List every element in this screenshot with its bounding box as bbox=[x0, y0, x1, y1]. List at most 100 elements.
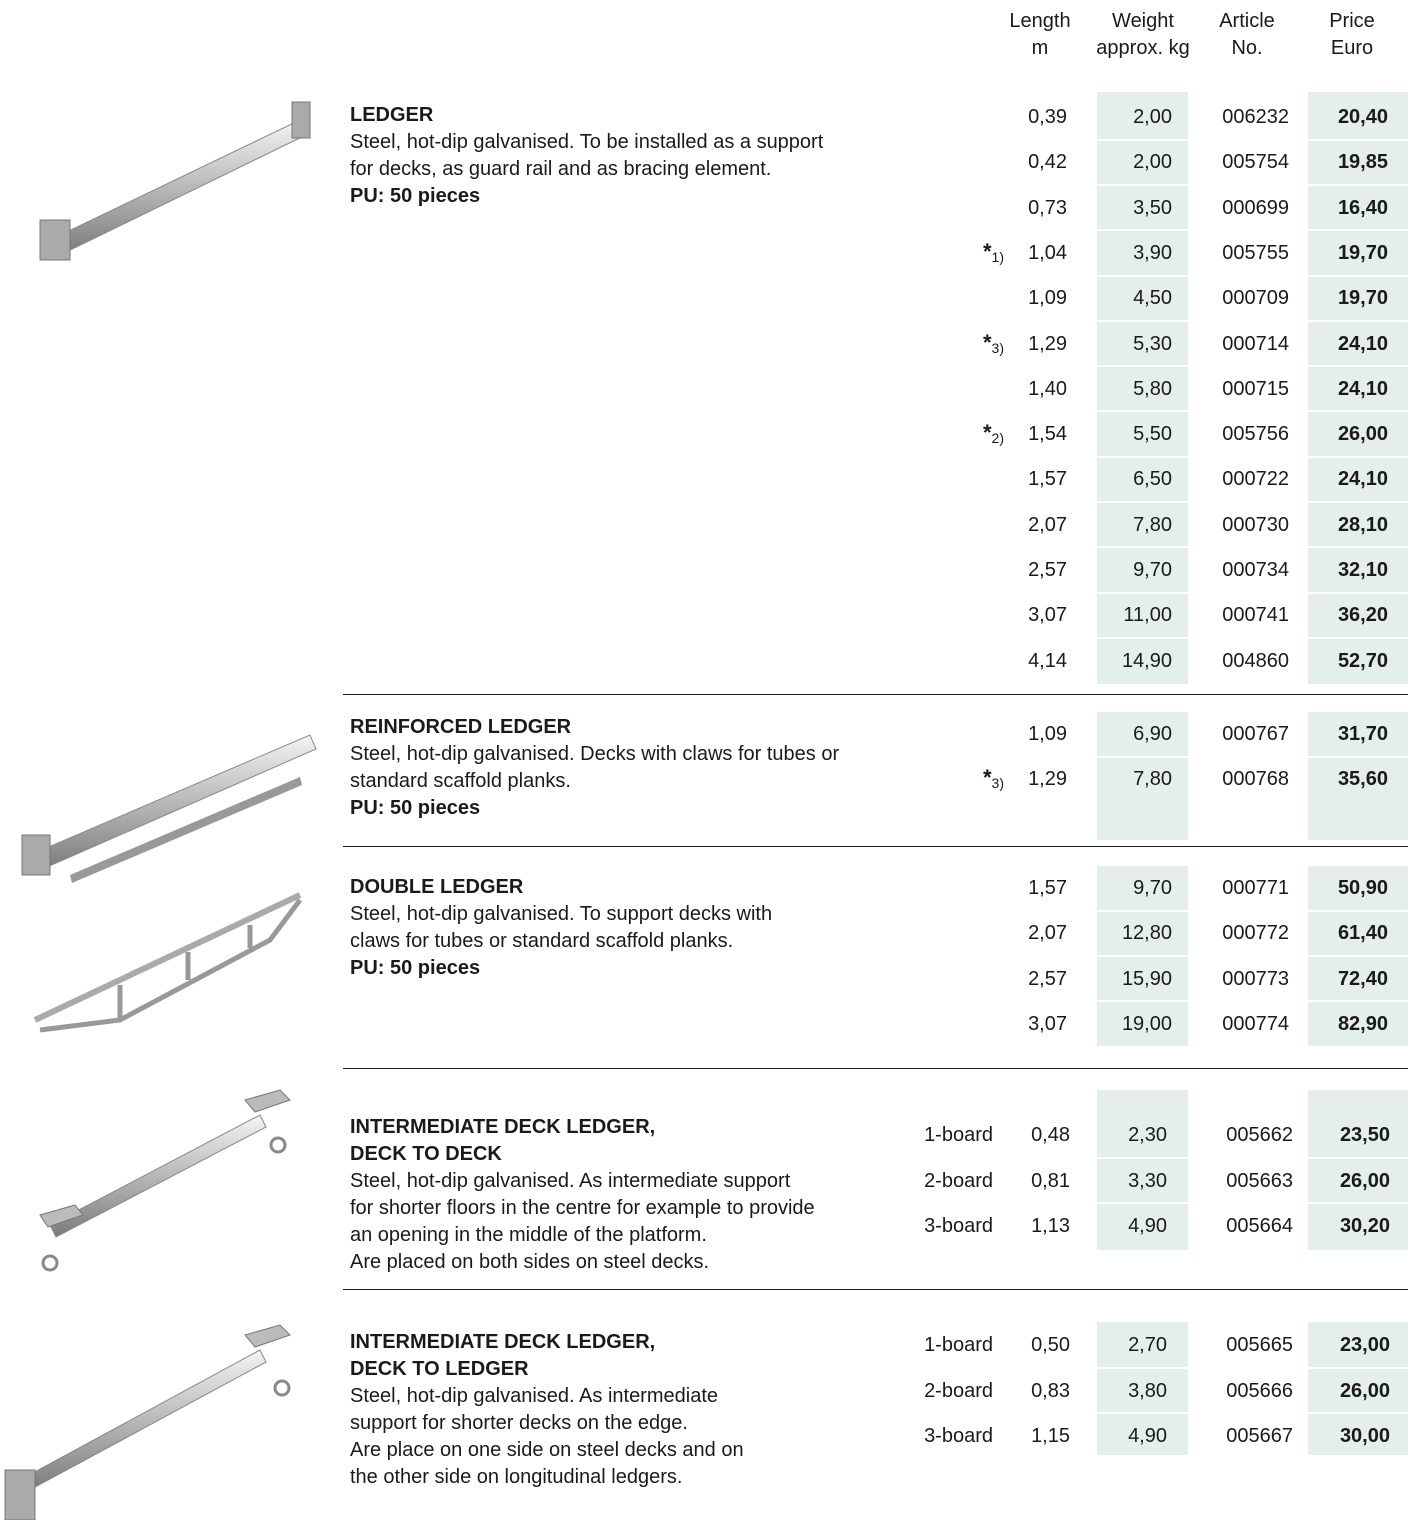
row-separator bbox=[1097, 183, 1188, 186]
row-separator bbox=[1308, 1156, 1408, 1159]
shade-column bbox=[1308, 1090, 1408, 1250]
length: 1,04 bbox=[1028, 241, 1067, 264]
row-separator bbox=[1097, 546, 1188, 549]
marker-note: 1) bbox=[991, 248, 1004, 265]
row-separator bbox=[1097, 636, 1188, 639]
product-description: Are placed on both sides on steel decks. bbox=[350, 1251, 710, 1273]
reinforced-ledger-image bbox=[21, 734, 317, 883]
header-length: m bbox=[1031, 37, 1049, 59]
weight: 9,70 bbox=[1133, 877, 1172, 899]
row-separator bbox=[1097, 501, 1188, 504]
product-description: Steel, hot-dip galvanised. To be install… bbox=[350, 131, 824, 153]
section-rule bbox=[343, 1068, 1408, 1069]
row-separator bbox=[1097, 1366, 1188, 1369]
price: 19,85 bbox=[1337, 151, 1388, 174]
header-length: Length bbox=[1009, 10, 1071, 32]
article-number: 005664 bbox=[1226, 1215, 1293, 1237]
article-number: 000768 bbox=[1222, 768, 1289, 790]
packing-unit: PU: 50 pieces bbox=[350, 185, 481, 207]
article-number: 000734 bbox=[1222, 559, 1289, 581]
article-number: 005667 bbox=[1226, 1425, 1293, 1447]
row-separator bbox=[1097, 138, 1188, 141]
shade-column bbox=[1097, 1090, 1188, 1250]
product-description: support for shorter decks on the edge. bbox=[350, 1412, 688, 1434]
article-number: 000774 bbox=[1222, 1012, 1289, 1035]
row-separator bbox=[1097, 319, 1188, 322]
price: 23,00 bbox=[1339, 1334, 1390, 1356]
row-separator bbox=[1097, 455, 1188, 458]
length: 1,15 bbox=[1031, 1425, 1070, 1447]
price: 31,70 bbox=[1337, 723, 1388, 745]
price: 24,10 bbox=[1337, 377, 1388, 400]
length: 2,07 bbox=[1028, 922, 1067, 945]
product-title: INTERMEDIATE DECK LEDGER, bbox=[350, 1331, 656, 1353]
product-title: DECK TO LEDGER bbox=[350, 1358, 529, 1380]
packing-unit: PU: 50 pieces bbox=[350, 957, 481, 979]
length: 2,57 bbox=[1028, 967, 1067, 990]
weight: 2,00 bbox=[1133, 151, 1172, 174]
price: 32,10 bbox=[1337, 559, 1388, 581]
product-title: DECK TO DECK bbox=[350, 1143, 502, 1165]
weight: 9,70 bbox=[1133, 559, 1172, 581]
row-separator bbox=[1308, 954, 1408, 957]
article-number: 000722 bbox=[1222, 468, 1289, 491]
price: 82,90 bbox=[1337, 1012, 1388, 1035]
article-number: 005666 bbox=[1226, 1379, 1293, 1402]
row-separator bbox=[1308, 455, 1408, 458]
weight: 3,90 bbox=[1133, 241, 1172, 264]
weight: 7,80 bbox=[1133, 768, 1172, 790]
footnote-marker: *3) bbox=[904, 764, 1004, 794]
weight: 3,80 bbox=[1128, 1379, 1167, 1402]
double-ledger-image bbox=[33, 892, 302, 1033]
article-number: 005754 bbox=[1222, 151, 1289, 174]
article-number: 006232 bbox=[1222, 106, 1289, 128]
price: 35,60 bbox=[1337, 768, 1388, 790]
marker-note: 3) bbox=[991, 775, 1004, 791]
row-separator bbox=[1097, 954, 1188, 957]
length: 0,50 bbox=[1031, 1334, 1070, 1356]
price: 50,90 bbox=[1337, 877, 1388, 899]
product-description: Steel, hot-dip galvanised. To support de… bbox=[350, 903, 773, 925]
length: 0,73 bbox=[1028, 196, 1067, 219]
packing-unit: PU: 50 pieces bbox=[350, 797, 481, 819]
product-description: for decks, as guard rail and as bracing … bbox=[350, 158, 772, 180]
row-separator bbox=[1308, 183, 1408, 186]
row-separator bbox=[1308, 229, 1408, 232]
length: 3,07 bbox=[1028, 604, 1067, 627]
length: 0,83 bbox=[1031, 1379, 1070, 1402]
weight: 4,50 bbox=[1133, 287, 1172, 310]
shade-column bbox=[1308, 1322, 1408, 1455]
row-separator bbox=[1308, 410, 1408, 413]
weight: 5,80 bbox=[1133, 377, 1172, 400]
deck-to-deck-image bbox=[39, 1089, 291, 1272]
row-separator bbox=[1308, 138, 1408, 141]
article-number: 000773 bbox=[1222, 967, 1289, 990]
price: 26,00 bbox=[1337, 423, 1388, 446]
article-number: 000715 bbox=[1222, 377, 1289, 400]
weight: 4,90 bbox=[1128, 1215, 1167, 1237]
marker-star: * bbox=[982, 765, 992, 790]
length: 4,14 bbox=[1028, 649, 1067, 672]
product-description: standard scaffold planks. bbox=[350, 770, 571, 792]
length: 0,81 bbox=[1031, 1169, 1070, 1192]
article-number: 005662 bbox=[1226, 1124, 1293, 1146]
row-separator bbox=[1097, 755, 1188, 758]
header-price: Price bbox=[1329, 10, 1375, 32]
row-separator bbox=[1308, 755, 1408, 758]
product-description: Steel, hot-dip galvanised. Decks with cl… bbox=[350, 743, 840, 765]
price: 24,10 bbox=[1337, 332, 1388, 355]
article-number: 000772 bbox=[1222, 922, 1289, 945]
article-number: 000741 bbox=[1222, 604, 1289, 627]
price: 72,40 bbox=[1337, 967, 1388, 990]
product-description: the other side on longitudinal ledgers. bbox=[350, 1466, 683, 1488]
weight: 3,50 bbox=[1133, 196, 1172, 219]
row-separator bbox=[1308, 1412, 1408, 1415]
weight: 11,00 bbox=[1123, 604, 1172, 627]
article-number: 005663 bbox=[1226, 1169, 1293, 1192]
product-description: Steel, hot-dip galvanised. As intermedia… bbox=[350, 1385, 718, 1407]
marker-note: 3) bbox=[991, 339, 1004, 356]
weight: 2,30 bbox=[1128, 1124, 1167, 1146]
section-rule bbox=[343, 694, 1408, 695]
article-number: 000771 bbox=[1222, 877, 1289, 899]
shade-column bbox=[1097, 712, 1188, 840]
